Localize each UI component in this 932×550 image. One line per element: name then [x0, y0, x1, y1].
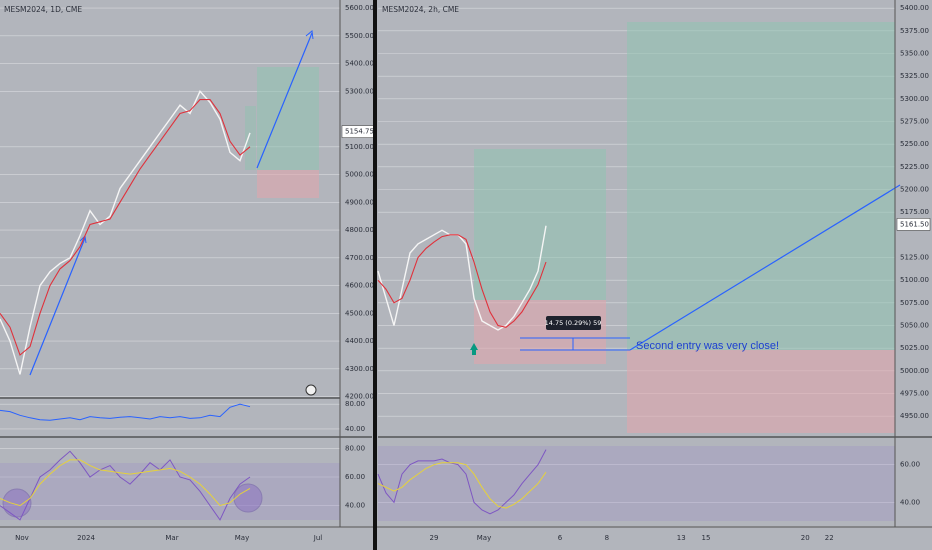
- y-tick-label: 4600.00: [345, 282, 374, 290]
- x-tick-label: Jul: [313, 534, 323, 542]
- highlight-circle: [2, 488, 32, 518]
- y-tick-label: 5125.00: [900, 253, 929, 261]
- trend-arrow: [256, 32, 313, 169]
- y-tick-label: 40.00: [345, 502, 365, 510]
- x-tick-label: 2024: [77, 534, 95, 542]
- series-line: [0, 450, 251, 521]
- x-tick-label: May: [235, 534, 249, 542]
- y-tick-label: 5250.00: [900, 140, 929, 148]
- highlight-circle: [233, 483, 263, 513]
- x-tick-label: 8: [605, 534, 609, 542]
- x-tick-label: Mar: [165, 534, 178, 542]
- y-tick-label: 4500.00: [345, 309, 374, 317]
- y-tick-label: 5000.00: [345, 171, 374, 179]
- y-tick-label: 4900.00: [345, 198, 374, 206]
- y-tick-label: 5375.00: [900, 27, 929, 35]
- y-tick-label: 4400.00: [345, 337, 374, 345]
- y-tick-label: 5225.00: [900, 163, 929, 171]
- chart-title: MESM2024, 2h, CME: [382, 5, 459, 14]
- y-tick-label: 5300.00: [345, 87, 374, 95]
- y-tick-label: 4300.00: [345, 365, 374, 373]
- x-tick-label: 6: [558, 534, 563, 542]
- y-tick-label: 5100.00: [345, 143, 374, 151]
- series-line: [377, 225, 547, 331]
- series-line: [0, 459, 251, 507]
- x-tick-label: 29: [430, 534, 439, 542]
- y-tick-label: 5275.00: [900, 117, 929, 125]
- last-price-label: 5154.75: [345, 128, 374, 136]
- series-line: [377, 449, 547, 515]
- y-tick-label: 5200.00: [900, 185, 929, 193]
- series-line: [0, 90, 251, 375]
- y-tick-label: 40.00: [345, 425, 365, 433]
- target-zone: [245, 106, 256, 170]
- y-tick-label: 4800.00: [345, 226, 374, 234]
- y-tick-label: 5350.00: [900, 49, 929, 57]
- target-zone: [474, 149, 606, 300]
- x-tick-label: 13: [677, 534, 686, 542]
- stop-zone: [257, 170, 319, 198]
- y-tick-label: 40.00: [900, 498, 920, 506]
- rsi-band: [0, 463, 340, 520]
- trend-line: [629, 184, 901, 351]
- y-tick-label: 5025.00: [900, 344, 929, 352]
- y-tick-label: 5050.00: [900, 321, 929, 329]
- right-drawings: [378, 22, 901, 521]
- rsi-band: [378, 446, 895, 521]
- y-tick-label: 5100.00: [900, 276, 929, 284]
- tooltip: [546, 316, 601, 330]
- up-arrow-icon: [470, 343, 478, 355]
- x-tick-label: Nov: [15, 534, 29, 542]
- y-tick-label: 80.00: [345, 444, 365, 452]
- left-drawings: [0, 30, 340, 520]
- y-tick-label: 5325.00: [900, 72, 929, 80]
- y-tick-label: 5175.00: [900, 208, 929, 216]
- series-line: [377, 462, 547, 509]
- y-tick-label: 80.00: [345, 400, 365, 408]
- tooltip-text: 14.75 (0.29%) 59: [545, 319, 602, 327]
- y-tick-label: 5075.00: [900, 299, 929, 307]
- lock-icon[interactable]: [305, 384, 317, 396]
- arrow-head: [305, 30, 314, 40]
- target-zone: [627, 22, 895, 350]
- y-tick-label: 60.00: [345, 473, 365, 481]
- y-tick-label: 4950.00: [900, 412, 929, 420]
- y-tick-label: 5400.00: [900, 4, 929, 12]
- last-price-tag: [896, 218, 931, 231]
- trend-arrow: [29, 237, 86, 376]
- chart-title: MESM2024, 1D, CME: [4, 5, 82, 14]
- y-tick-label: 60.00: [900, 461, 920, 469]
- series-line: [377, 234, 547, 328]
- x-tick-label: May: [477, 534, 491, 542]
- y-tick-label: 4200.00: [345, 393, 374, 401]
- x-tick-label: 22: [825, 534, 834, 542]
- target-zone: [257, 67, 319, 170]
- y-tick-label: 5600.00: [345, 4, 374, 12]
- y-tick-label: 5300.00: [900, 95, 929, 103]
- y-tick-label: 4975.00: [900, 389, 929, 397]
- y-tick-label: 5500.00: [345, 32, 374, 40]
- stop-zone: [627, 350, 895, 433]
- annotation: Second entry was very close!: [636, 340, 779, 352]
- series-line: [0, 403, 251, 421]
- x-tick-label: 20: [801, 534, 810, 542]
- last-price-label: 5161.50: [900, 220, 929, 228]
- series-line: [0, 99, 251, 356]
- stop-zone: [474, 300, 606, 364]
- y-tick-label: 5000.00: [900, 367, 929, 375]
- x-tick-label: 15: [702, 534, 711, 542]
- y-tick-label: 4700.00: [345, 254, 374, 262]
- layout-divider: [373, 0, 377, 550]
- y-tick-label: 5400.00: [345, 60, 374, 68]
